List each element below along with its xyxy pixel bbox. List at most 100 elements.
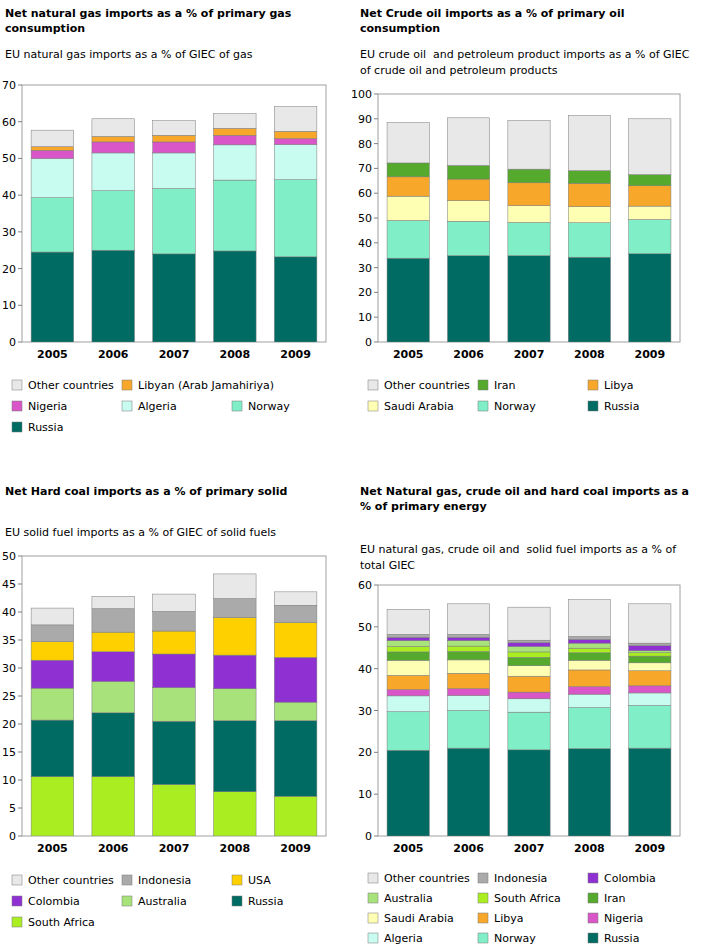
legend-item: Other countries (12, 874, 114, 887)
legend-swatch (232, 401, 242, 411)
chart-title: Net Hard coal imports as a % of primary … (5, 484, 345, 499)
bar-segment (447, 637, 489, 640)
bar-segment (447, 652, 489, 660)
bar-segment (92, 713, 135, 777)
bar-segment (387, 220, 429, 258)
x-tick-label: 2005 (37, 348, 68, 361)
y-tick-label: 30 (2, 226, 16, 239)
legend-swatch (122, 401, 132, 411)
bar-segment (568, 749, 610, 836)
bar-segment (629, 686, 671, 693)
legend-swatch (588, 893, 598, 903)
bar-segment (447, 673, 489, 688)
legend-item: Nigeria (12, 400, 67, 413)
bar-segment (387, 123, 429, 163)
legend-item: Colombia (588, 872, 656, 885)
y-tick (18, 342, 22, 343)
legend-item: Libya (588, 379, 633, 392)
bar-segment (387, 196, 429, 220)
legend-item: Iran (478, 379, 516, 392)
bar-segment (508, 640, 550, 643)
bar-segment (92, 681, 135, 712)
legend-swatch (368, 380, 378, 390)
bar-segment (387, 652, 429, 660)
x-tick-label: 2007 (514, 348, 545, 361)
bar-segment (274, 605, 317, 622)
bar-segment (629, 671, 671, 686)
legend-label: Libyan (Arab Jamahiriya) (138, 379, 274, 392)
legend-label: Norway (494, 400, 536, 413)
plot-frame (22, 85, 326, 342)
legend-swatch (588, 401, 598, 411)
bar-segment (31, 660, 74, 688)
bar-segment (31, 198, 74, 252)
bar-segment (629, 175, 671, 186)
bar-segment (387, 660, 429, 675)
legend-swatch (478, 933, 488, 943)
bar-segment (629, 206, 671, 219)
x-tick-label: 2008 (574, 348, 605, 361)
legend-label: Other countries (384, 379, 470, 392)
bar-segment (92, 652, 135, 682)
y-tick (374, 836, 378, 837)
y-tick-label: 20 (358, 286, 372, 299)
legend-item: Other countries (12, 379, 114, 392)
x-tick-label: 2005 (393, 842, 424, 855)
x-tick-label: 2009 (280, 842, 311, 855)
bar-segment (31, 720, 74, 777)
y-tick (374, 752, 378, 753)
y-tick (18, 668, 22, 669)
bar-segment (447, 201, 489, 222)
legend-item: South Africa (478, 892, 561, 905)
y-tick-label: 0 (9, 830, 16, 843)
x-tick-label: 2008 (219, 842, 250, 855)
bar-segment (274, 144, 317, 179)
y-tick (18, 268, 22, 269)
legend-swatch (478, 873, 488, 883)
legend-swatch (368, 913, 378, 923)
bar-segment (447, 711, 489, 749)
y-tick-label: 40 (2, 606, 16, 619)
legend-item: USA (232, 874, 271, 887)
bar-segment (387, 163, 429, 177)
bar-segment (629, 653, 671, 656)
legend-label: Nigeria (604, 912, 643, 925)
x-tick-label: 2009 (634, 348, 665, 361)
bar-segment (92, 777, 135, 836)
legend-swatch (232, 896, 242, 906)
x-tick-label: 2006 (453, 348, 484, 361)
bar-segment (508, 169, 550, 183)
bar-segment (568, 639, 610, 643)
y-tick (374, 168, 378, 169)
bar-segment (387, 712, 429, 750)
legend-label: Norway (248, 400, 290, 413)
y-tick (18, 85, 22, 86)
legend-item: Russia (232, 895, 283, 908)
y-tick (374, 668, 378, 669)
y-tick (374, 626, 378, 627)
legend-label: Colombia (604, 872, 656, 885)
x-tick-label: 2008 (574, 842, 605, 855)
bar-segment (447, 118, 489, 166)
legend-label: Other countries (28, 874, 114, 887)
y-tick-label: 50 (358, 621, 372, 634)
x-tick-label: 2007 (159, 842, 190, 855)
bar-segment (629, 651, 671, 653)
y-tick (18, 305, 22, 306)
y-tick (18, 640, 22, 641)
legend-item: Indonesia (478, 872, 547, 885)
y-tick-label: 40 (2, 189, 16, 202)
bar-segment (214, 599, 257, 618)
legend-item: Saudi Arabia (368, 400, 454, 413)
bar-segment (214, 618, 257, 656)
y-tick (18, 584, 22, 585)
legend-swatch (368, 873, 378, 883)
bar-segment (92, 609, 135, 633)
legend-item: Algeria (368, 932, 423, 945)
bar-segment (568, 708, 610, 749)
legend-item: Other countries (368, 379, 470, 392)
bar-segment (568, 660, 610, 670)
legend-item: Norway (232, 400, 290, 413)
bar-segment (274, 702, 317, 720)
y-tick-label: 20 (358, 746, 372, 759)
